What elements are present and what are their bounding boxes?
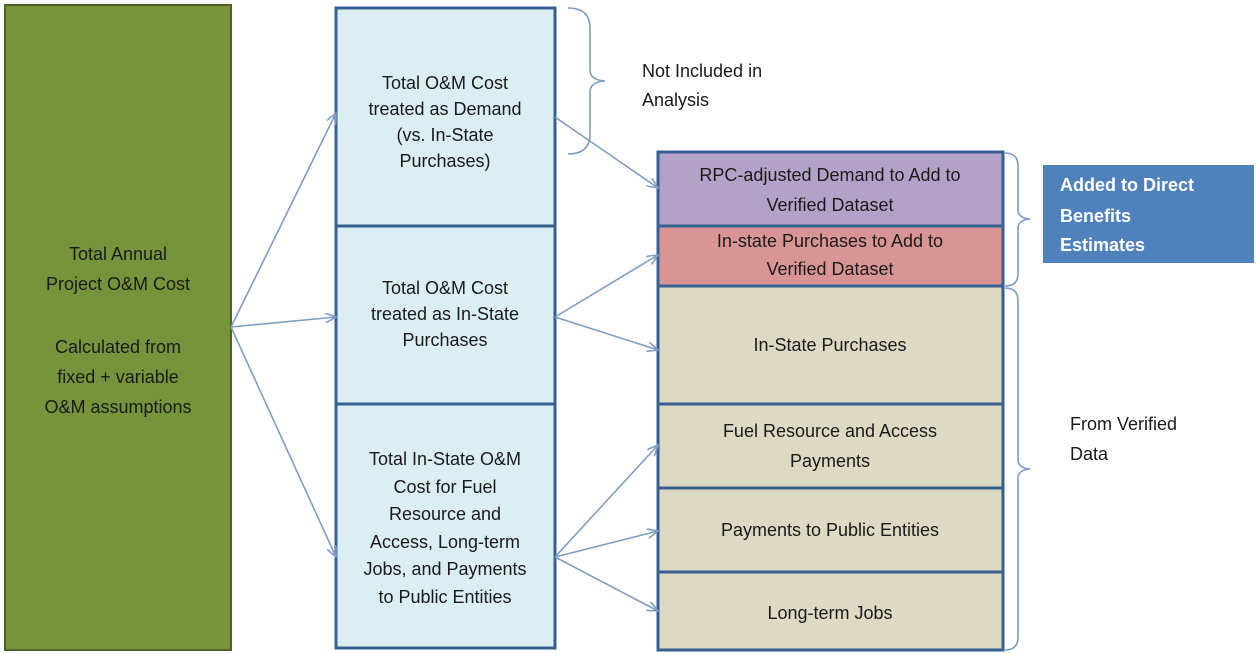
annotation: Data (1070, 444, 1109, 464)
arrow (230, 113, 336, 328)
annotation: Not Included in (642, 61, 762, 81)
annotation: From Verified (1070, 414, 1177, 434)
box-text: Total O&M Cost (382, 278, 508, 298)
box-text: Total In-State O&M (369, 449, 521, 469)
arrow (554, 445, 658, 558)
box-text: to Public Entities (378, 587, 511, 607)
box-text: Access, Long-term (370, 532, 520, 552)
box-text: treated as In-State (371, 304, 519, 324)
arrow (554, 531, 658, 558)
box-text: Payments to Public Entities (721, 520, 939, 540)
arrow (554, 316, 658, 350)
added-box (1043, 165, 1254, 263)
annotation: Benefits (1060, 206, 1131, 226)
annotation: Estimates (1060, 235, 1145, 255)
box-text: Purchases) (399, 151, 490, 171)
box-text: (vs. In-State (396, 125, 493, 145)
annotation: Added to Direct (1060, 175, 1194, 195)
source-box (4, 4, 232, 651)
middle-box (334, 6, 557, 228)
arrow (554, 116, 658, 188)
box-text: RPC-adjusted Demand to Add to (699, 165, 960, 185)
arrow (230, 317, 336, 328)
box-text: treated as Demand (368, 99, 521, 119)
arrow (230, 326, 336, 557)
box-text: Jobs, and Payments (363, 559, 526, 579)
box-text: In-state Purchases to Add to (717, 231, 943, 251)
brace (1004, 152, 1031, 287)
box-text: Resource and (389, 504, 501, 524)
box-text: Purchases (402, 330, 487, 350)
box-text: Fuel Resource and Access (723, 421, 937, 441)
brace (567, 7, 606, 155)
arrow (554, 255, 658, 318)
middle-box (334, 402, 557, 650)
box-text: Total Annual (69, 244, 167, 264)
arrow (554, 556, 658, 611)
right-box (656, 402, 1005, 490)
annotation: Analysis (642, 90, 709, 110)
brace (1004, 287, 1031, 651)
box-text: fixed + variable (57, 367, 179, 387)
box-text: Project O&M Cost (46, 274, 190, 294)
box-text: Total O&M Cost (382, 73, 508, 93)
middle-box (334, 224, 557, 406)
right-box (656, 284, 1005, 406)
box-text: Verified Dataset (766, 195, 893, 215)
box-text: O&M assumptions (44, 397, 191, 417)
box-text: Verified Dataset (766, 259, 893, 279)
box-text: In-State Purchases (753, 335, 906, 355)
box-text: Cost for Fuel (393, 477, 496, 497)
box-text: Long-term Jobs (767, 603, 892, 623)
box-text: Calculated from (55, 337, 181, 357)
right-box (656, 150, 1005, 228)
box-text: Payments (790, 451, 870, 471)
